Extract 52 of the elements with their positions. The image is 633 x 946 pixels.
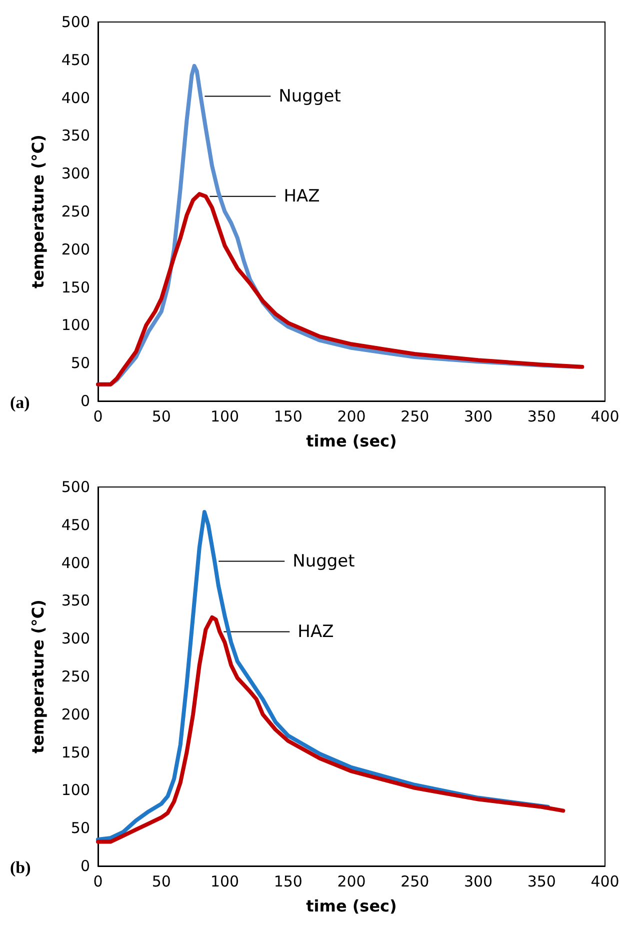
x-tick-label: 300 <box>464 408 493 426</box>
y-tick-label: 400 <box>61 88 90 107</box>
x-tick-label: 0 <box>93 408 103 426</box>
y-tick-label: 50 <box>70 354 90 372</box>
line-series <box>96 615 566 844</box>
y-tick-label: 250 <box>61 202 90 220</box>
y-tick-label: 100 <box>61 316 90 334</box>
y-tick-label: 250 <box>61 668 90 686</box>
y-tick-label: 400 <box>61 554 90 572</box>
x-axis-title: time (sec) <box>306 432 397 450</box>
y-tick-label: 0 <box>80 857 90 875</box>
y-axis-title: temperature (°C) <box>28 600 48 754</box>
x-tick-label: 0 <box>93 872 103 890</box>
line-series <box>96 510 550 842</box>
text: (a) <box>10 393 30 412</box>
x-tick-label: 400 <box>590 408 620 426</box>
y-tick-label: 150 <box>61 278 90 296</box>
x-tick-label: 200 <box>337 872 366 890</box>
y-tick-label: 50 <box>70 819 90 838</box>
x-tick-label: 100 <box>210 408 240 426</box>
y-tick-label: 100 <box>61 781 90 800</box>
annotation: Nugget <box>278 86 342 106</box>
x-tick-label: 50 <box>152 872 171 890</box>
x-tick-label: 400 <box>590 872 620 890</box>
y-tick-label: 450 <box>61 516 90 534</box>
text: (b) <box>10 858 31 877</box>
annotation: HAZ <box>298 622 334 642</box>
y-tick-label: 300 <box>61 630 90 648</box>
x-tick-label: 50 <box>152 408 171 426</box>
x-tick-label: 350 <box>527 872 556 890</box>
x-tick-label: 150 <box>274 872 302 890</box>
x-tick-label: 250 <box>400 872 430 890</box>
x-tick-label: 250 <box>400 408 430 426</box>
y-tick-label: 450 <box>61 50 90 69</box>
x-tick-label: 300 <box>464 872 493 890</box>
y-tick-label: 500 <box>61 13 90 31</box>
x-axis-title: time (sec) <box>306 896 397 916</box>
y-tick-label: 350 <box>61 126 90 145</box>
y-tick-label: 350 <box>61 592 90 610</box>
y-tick-label: 200 <box>61 705 90 724</box>
annotation: Nugget <box>292 551 356 572</box>
y-axis-title: temperature (°C) <box>28 134 48 288</box>
y-tick-label: 300 <box>61 164 90 183</box>
y-tick-label: 150 <box>61 743 90 762</box>
annotation: HAZ <box>284 186 320 206</box>
y-tick-label: 200 <box>61 240 90 258</box>
y-tick-label: 500 <box>61 478 90 496</box>
x-tick-label: 350 <box>527 408 556 426</box>
x-tick-label: 100 <box>210 872 240 890</box>
y-tick-label: 0 <box>80 392 90 410</box>
x-tick-label: 150 <box>274 408 302 426</box>
x-tick-label: 200 <box>337 408 366 426</box>
